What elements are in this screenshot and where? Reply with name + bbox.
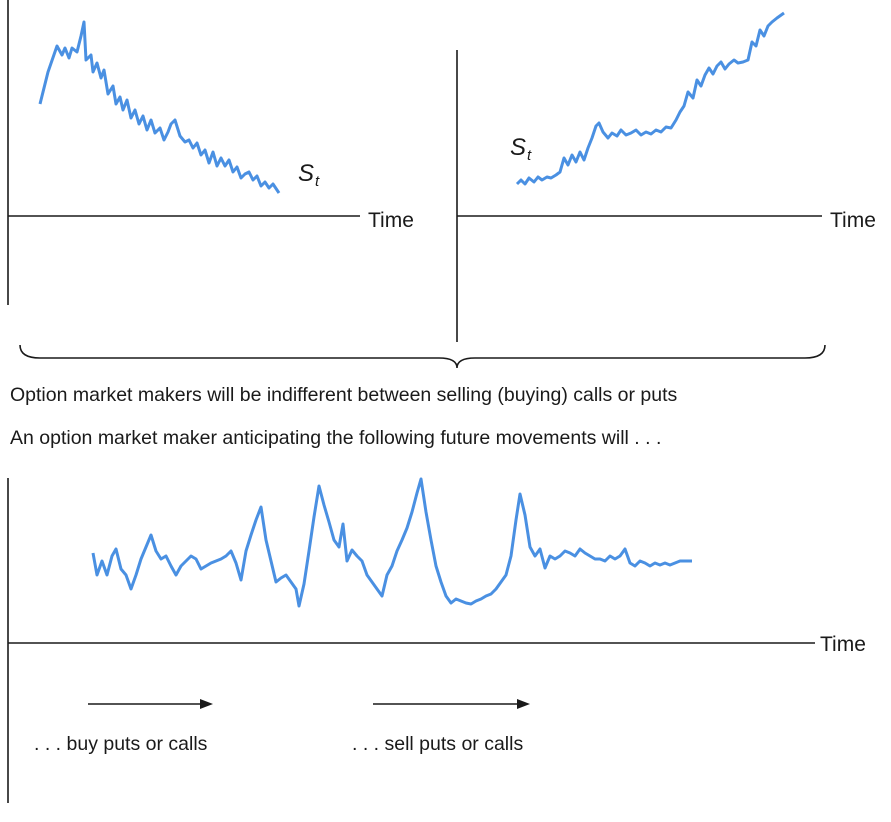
indifference-statement: Option market makers will be indifferent… bbox=[10, 384, 678, 406]
anticipation-statement: An option market maker anticipating the … bbox=[10, 427, 662, 449]
top-left-series-subscript: t bbox=[315, 173, 320, 190]
top-right-series-symbol: S bbox=[510, 134, 527, 161]
grouping-brace bbox=[19, 344, 826, 369]
buy-arrow-head bbox=[200, 699, 213, 709]
bottom-time-label: Time bbox=[820, 633, 866, 656]
top-right-price-path bbox=[515, 11, 785, 186]
top-left-series-label: St bbox=[298, 160, 319, 190]
top-right-time-label: Time bbox=[830, 209, 876, 232]
sell-label: . . . sell puts or calls bbox=[352, 733, 524, 755]
top-right-series-subscript: t bbox=[527, 147, 532, 164]
top-left-time-label: Time bbox=[368, 209, 414, 232]
top-left-price-path bbox=[38, 20, 281, 194]
sell-arrow-head bbox=[517, 699, 530, 709]
bottom-volatility-path bbox=[91, 477, 692, 608]
top-right-series-label: St bbox=[510, 134, 531, 164]
buy-label: . . . buy puts or calls bbox=[34, 733, 208, 755]
top-left-series-symbol: S bbox=[298, 160, 315, 187]
